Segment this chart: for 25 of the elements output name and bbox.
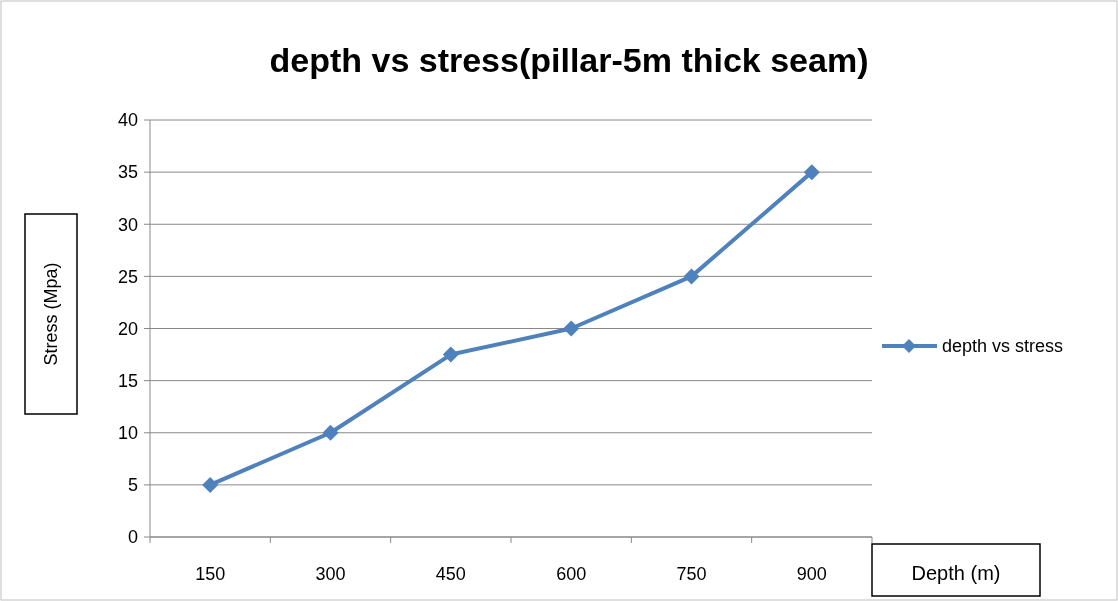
chart-title: depth vs stress(pillar-5m thick seam) bbox=[269, 41, 869, 79]
y-tick-label: 40 bbox=[117, 110, 138, 131]
x-tick-label: 300 bbox=[315, 564, 346, 584]
x-tick-label: 450 bbox=[435, 564, 466, 584]
point bbox=[322, 424, 339, 441]
legend-label: depth vs stress bbox=[942, 336, 1064, 357]
y-tick-label: 10 bbox=[117, 423, 138, 444]
point bbox=[803, 164, 820, 181]
point bbox=[683, 268, 700, 285]
point bbox=[202, 476, 219, 493]
x-tick-label: 150 bbox=[195, 564, 226, 584]
y-tick-label: 30 bbox=[117, 214, 138, 235]
y-tick-label: 15 bbox=[117, 370, 138, 391]
y-tick-label: 5 bbox=[127, 475, 138, 496]
x-tick-label: 600 bbox=[556, 564, 587, 584]
point bbox=[442, 346, 459, 363]
y-tick-label: 35 bbox=[117, 162, 138, 183]
x-axis-title: Depth (m) bbox=[911, 562, 1001, 584]
y-tick-label: 25 bbox=[117, 266, 138, 287]
point bbox=[563, 320, 580, 337]
y-tick-label: 20 bbox=[117, 318, 138, 339]
y-axis-title: Stress (Mpa) bbox=[41, 262, 61, 366]
x-tick-label: 750 bbox=[676, 564, 707, 584]
y-tick-label: 0 bbox=[127, 527, 138, 548]
x-tick-label: 900 bbox=[796, 564, 827, 584]
